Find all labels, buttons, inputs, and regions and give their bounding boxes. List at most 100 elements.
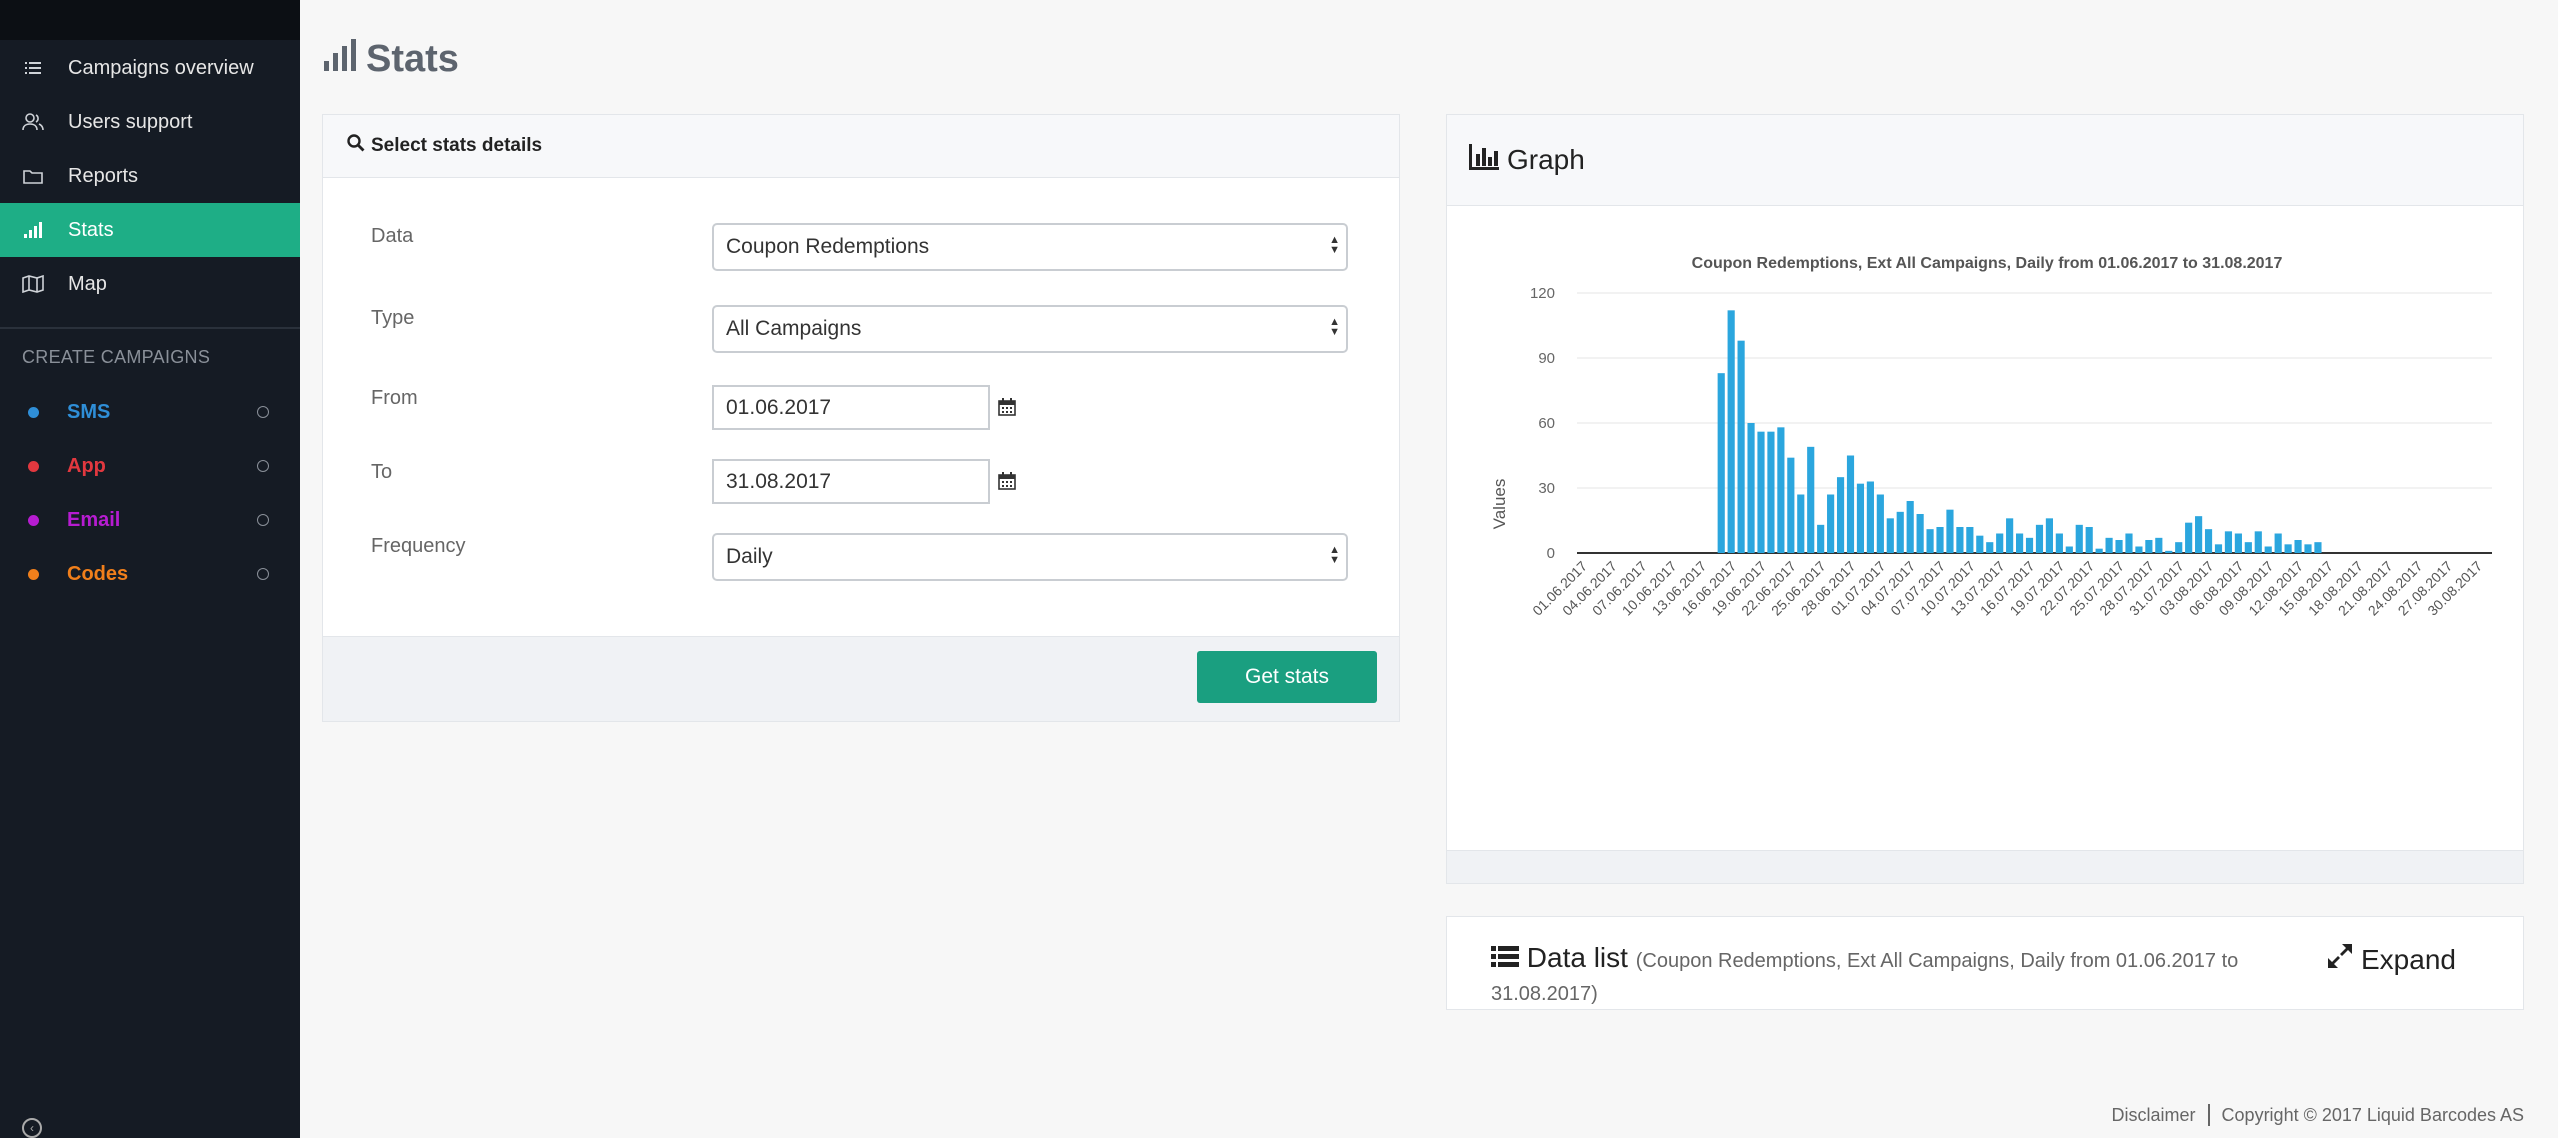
nav-stats[interactable]: Stats (0, 203, 300, 257)
chart-bar (2204, 529, 2213, 553)
circle-icon (257, 514, 269, 526)
nav-campaigns-overview[interactable]: Campaigns overview (0, 41, 300, 95)
email-dot-icon (28, 514, 39, 526)
chart-y-tick-label: 60 (1538, 415, 1555, 432)
data-list-panel: Data list (Coupon Redemptions, Ext All C… (1446, 916, 2524, 1010)
chart-bar (1936, 527, 1944, 553)
bar-chart: Coupon Redemptions, Ext All Campaigns, D… (1490, 255, 2492, 619)
expand-button[interactable]: Expand (2327, 943, 2456, 976)
chart-bar (2016, 533, 2024, 553)
chart-bar (1886, 518, 1894, 553)
sidebar-topbar (0, 0, 300, 40)
nav-users-support[interactable]: Users support (0, 95, 300, 149)
data-label: Data (371, 225, 414, 247)
chart-y-tick-label: 30 (1538, 480, 1555, 497)
from-date-value: 01.06.2017 (726, 395, 832, 419)
data-list-heading: Data list (Coupon Redemptions, Ext All C… (1491, 943, 2271, 1009)
to-date-input[interactable]: 31.08.2017 (712, 459, 990, 504)
chart-y-axis-label: Values (1490, 479, 1509, 530)
nav-map[interactable]: Map (0, 257, 300, 311)
chart-bar (2035, 524, 2044, 553)
chart-bar (1717, 373, 1725, 553)
graph-footer (1447, 850, 2523, 883)
select-arrows-icon: ▲ ▼ (1329, 234, 1340, 256)
chart-bar (1846, 455, 1855, 553)
nav-reports[interactable]: Reports (0, 149, 300, 203)
graph-header: Graph (1447, 115, 2523, 206)
chart-bar (2125, 533, 2133, 553)
chart-bar (1986, 542, 1994, 553)
get-stats-button[interactable]: Get stats (1197, 651, 1377, 703)
expand-icon (2327, 943, 2353, 976)
chart-y-tick-label: 0 (1547, 545, 1555, 562)
chart-bar (2284, 544, 2292, 553)
calendar-icon[interactable] (998, 398, 1016, 416)
chart-bar (2105, 537, 2113, 553)
select-arrows-icon: ▲ ▼ (1329, 544, 1340, 566)
frequency-select[interactable]: Daily ▲ ▼ (712, 533, 1348, 581)
select-arrows-icon: ▲ ▼ (1329, 316, 1340, 338)
chart-bar (2264, 546, 2272, 553)
chart-bar (1747, 423, 1755, 553)
folder-icon (22, 165, 44, 187)
nav-label: Users support (68, 110, 193, 133)
chart-bar (2175, 542, 2183, 553)
stats-details-title: Select stats details (371, 135, 543, 156)
chart-bar (2185, 522, 2193, 553)
chart-bar (1757, 431, 1765, 553)
list-icon (22, 57, 44, 79)
campaign-codes[interactable]: Codes (0, 547, 300, 601)
chart-bar (2135, 546, 2143, 553)
chart-bar (2095, 548, 2103, 553)
chart-bar (2254, 531, 2262, 553)
circle-icon (257, 460, 269, 472)
chart-bar (1797, 494, 1805, 553)
bar-chart-icon (324, 38, 356, 81)
data-select-value: Coupon Redemptions (726, 235, 930, 258)
app-dot-icon (28, 460, 39, 472)
frequency-label: Frequency (371, 535, 466, 557)
chart-bar (1926, 529, 1934, 553)
chart-bar (1896, 511, 1904, 553)
sms-dot-icon (28, 406, 39, 418)
map-icon (22, 273, 44, 295)
stats-details-header: Select stats details (323, 115, 1399, 178)
chart-bar (1996, 533, 2004, 553)
chart-bar (1916, 514, 1924, 553)
chart-bar (2006, 518, 2014, 553)
chart-y-tick-label: 90 (1538, 350, 1555, 367)
campaign-sms[interactable]: SMS (0, 385, 300, 439)
stats-details-panel: Select stats details Data Coupon Redempt… (322, 114, 1400, 722)
frequency-select-value: Daily (726, 545, 773, 568)
disclaimer-link[interactable]: Disclaimer (2111, 1104, 2196, 1125)
type-select[interactable]: All Campaigns ▲ ▼ (712, 305, 1348, 353)
chart-bar (2294, 540, 2302, 553)
calendar-icon[interactable] (998, 472, 1016, 490)
campaign-app[interactable]: App (0, 439, 300, 493)
sidebar-divider (0, 327, 300, 329)
chart-bar (2075, 524, 2083, 553)
chart-bar (1836, 477, 1845, 553)
chart-bar (1856, 483, 1865, 553)
chart-bar (2314, 542, 2322, 553)
collapse-sidebar-icon[interactable]: ‹ (22, 1118, 42, 1138)
chart-bar (2165, 550, 2173, 553)
graph-panel: Graph Coupon Redemptions, Ext All Campai… (1446, 114, 2524, 884)
chart-bar (1737, 340, 1745, 553)
campaign-email[interactable]: Email (0, 493, 300, 547)
type-label: Type (371, 307, 415, 329)
sidebar: Campaigns overview Users support Reports… (0, 0, 300, 1138)
chart-bar (1946, 509, 1954, 553)
chart-bar (2115, 540, 2123, 553)
type-select-value: All Campaigns (726, 317, 862, 340)
page-footer: Disclaimer Copyright © 2017 Liquid Barco… (2112, 1104, 2524, 1126)
data-list-title: Data list (1526, 942, 1628, 973)
nav-label: Map (68, 272, 107, 295)
data-list-subtitle: (Coupon Redemptions, Ext All Campaigns, … (1491, 950, 2239, 1005)
data-select[interactable]: Coupon Redemptions ▲ ▼ (712, 223, 1348, 271)
footer-separator (2207, 1104, 2210, 1126)
create-campaigns-title: CREATE CAMPAIGNS (22, 347, 211, 367)
from-date-input[interactable]: 01.06.2017 (712, 385, 990, 430)
to-date-value: 31.08.2017 (726, 469, 832, 493)
chart-bar (2055, 533, 2063, 553)
